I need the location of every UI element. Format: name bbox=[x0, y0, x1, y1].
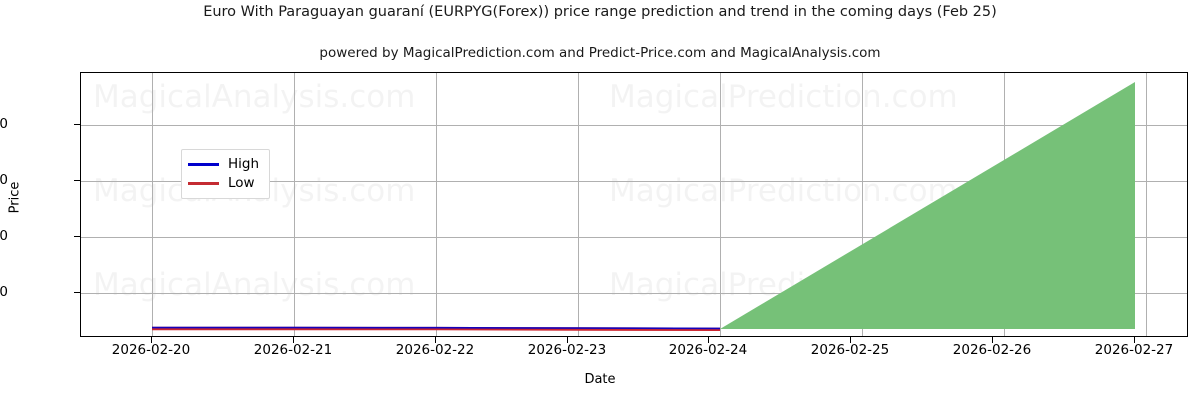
chart-title: Euro With Paraguayan guaraní (EURPYG(For… bbox=[203, 4, 997, 20]
legend-item-high: High bbox=[188, 155, 259, 174]
gridline-vertical bbox=[862, 73, 863, 336]
chart-subtitle: powered by MagicalPrediction.com and Pre… bbox=[319, 45, 881, 61]
xtick-label: 2026-02-24 bbox=[668, 342, 748, 358]
ytick-mark bbox=[74, 236, 80, 237]
xtick-mark bbox=[293, 337, 294, 343]
plot-area: MagicalAnalysis.com MagicalPrediction.co… bbox=[80, 72, 1188, 337]
gridline-horizontal bbox=[81, 237, 1187, 238]
high-line bbox=[152, 326, 721, 330]
xtick-label: 2026-02-25 bbox=[810, 342, 890, 358]
xtick-label: 2026-02-23 bbox=[527, 342, 607, 358]
xtick-label: 2026-02-21 bbox=[253, 342, 333, 358]
x-axis-label: Date bbox=[584, 372, 616, 387]
gridline-vertical bbox=[152, 73, 153, 336]
gridline-vertical bbox=[720, 73, 721, 336]
legend-swatch-low-icon bbox=[188, 182, 219, 185]
xtick-mark bbox=[708, 337, 709, 343]
gridline-vertical bbox=[436, 73, 437, 336]
xtick-mark bbox=[992, 337, 993, 343]
series-svg bbox=[152, 82, 1135, 331]
y-axis-label: Price bbox=[7, 181, 23, 214]
xtick-label: 2026-02-27 bbox=[1094, 342, 1174, 358]
xtick-label: 2026-02-22 bbox=[395, 342, 475, 358]
xtick-label: 2026-02-20 bbox=[111, 342, 191, 358]
low-line bbox=[152, 326, 721, 331]
gridline-horizontal bbox=[81, 293, 1187, 294]
xtick-mark bbox=[151, 337, 152, 343]
forecast-band-area bbox=[720, 82, 1135, 329]
gridline-horizontal bbox=[81, 181, 1187, 182]
gridline-vertical bbox=[1146, 73, 1147, 336]
ytick-mark bbox=[74, 124, 80, 125]
xtick-mark bbox=[435, 337, 436, 343]
gridline-vertical bbox=[294, 73, 295, 336]
xtick-mark bbox=[1134, 337, 1135, 343]
xtick-mark bbox=[567, 337, 568, 343]
ytick-label: 8000 bbox=[0, 228, 8, 244]
legend-swatch-high-icon bbox=[188, 163, 219, 166]
legend-label-low: Low bbox=[228, 174, 255, 191]
ytick-label: 7800 bbox=[0, 172, 8, 188]
legend-label-high: High bbox=[228, 155, 260, 172]
ytick-mark bbox=[74, 180, 80, 181]
xtick-label: 2026-02-26 bbox=[952, 342, 1032, 358]
ytick-mark bbox=[74, 292, 80, 293]
xtick-mark bbox=[850, 337, 851, 343]
legend-item-low: Low bbox=[188, 174, 259, 193]
gridline-vertical bbox=[578, 73, 579, 336]
ytick-label: 7600 bbox=[0, 284, 8, 300]
chart-legend: High Low bbox=[181, 149, 271, 199]
ytick-label: 8200 bbox=[0, 116, 8, 132]
gridline-horizontal bbox=[81, 125, 1187, 126]
